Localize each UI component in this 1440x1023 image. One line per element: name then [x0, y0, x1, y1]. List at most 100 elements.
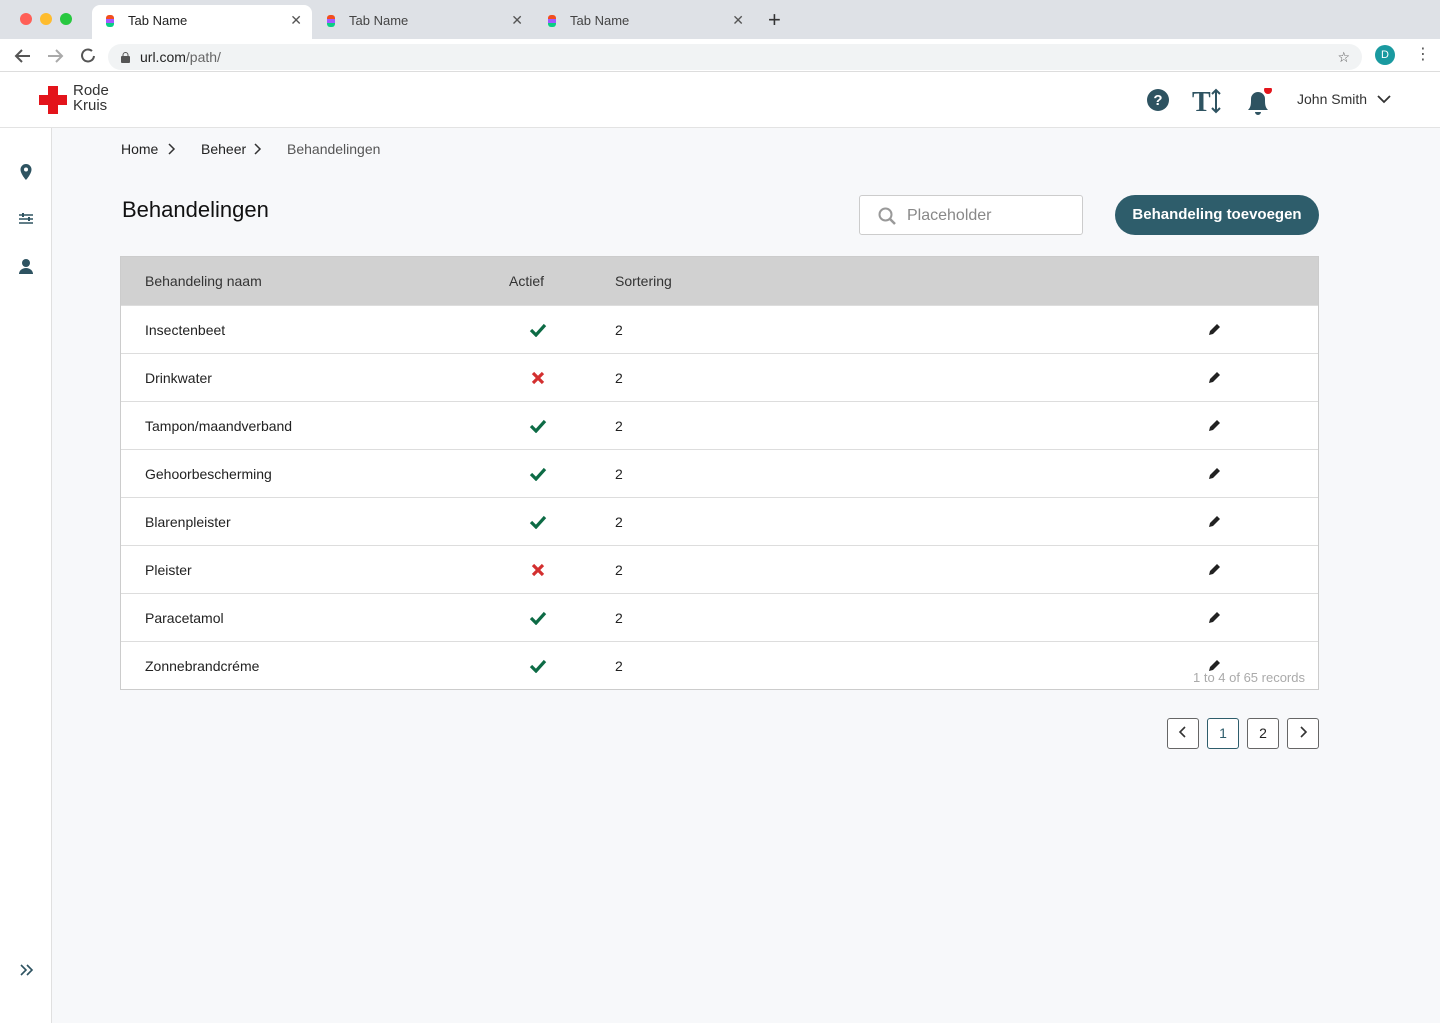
app-header: Rode Kruis ? T John Smith: [0, 72, 1440, 128]
search-placeholder: Placeholder: [907, 207, 992, 224]
records-info: 1 to 4 of 65 records: [1192, 670, 1305, 685]
tab-title: Tab Name: [570, 13, 630, 28]
minimize-window[interactable]: [40, 13, 52, 25]
sort-order: 2: [615, 370, 623, 386]
page-button[interactable]: 2: [1247, 718, 1279, 749]
sort-order: 2: [615, 466, 623, 482]
breadcrumb-current: Behandelingen: [287, 141, 381, 157]
breadcrumb[interactable]: Home: [121, 141, 159, 157]
treatment-name: Zonnebrandcréme: [145, 658, 260, 674]
table-row: Gehoorbescherming 2: [121, 449, 1318, 497]
treatment-name: Gehoorbescherming: [145, 466, 272, 482]
nav-buttons[interactable]: [12, 46, 102, 66]
sort-order: 2: [615, 658, 623, 674]
menu[interactable]: ⋮: [1415, 46, 1431, 63]
url-field[interactable]: url.com/path/ ☆: [108, 44, 1362, 70]
sort-order: 2: [615, 610, 623, 626]
treatment-name: Paracetamol: [145, 610, 224, 626]
maximize-window[interactable]: [60, 13, 72, 25]
browser-tab[interactable]: Tab Name ✕: [313, 5, 533, 39]
search-field[interactable]: Placeholder: [859, 195, 1083, 235]
edit-button[interactable]: [1207, 323, 1221, 340]
sort-order: 2: [615, 418, 623, 434]
treatment-name: Pleister: [145, 562, 192, 578]
treatment-name: Blarenpleister: [145, 514, 231, 530]
new-tab[interactable]: +: [768, 7, 781, 32]
edit-button[interactable]: [1207, 371, 1221, 388]
edit-button[interactable]: [1207, 563, 1221, 580]
table-row: Blarenpleister 2: [121, 497, 1318, 545]
table-row: Pleister 2: [121, 545, 1318, 593]
tab-title: Tab Name: [349, 13, 409, 28]
close-window[interactable]: [20, 13, 32, 25]
column-header: Actief: [509, 273, 545, 289]
edit-button[interactable]: [1207, 611, 1221, 628]
profile-avatar[interactable]: D: [1375, 45, 1395, 65]
tab-favicon: [106, 15, 114, 27]
breadcrumb[interactable]: Beheer: [201, 141, 247, 157]
table-row: Drinkwater 2: [121, 353, 1318, 401]
tab-favicon: [548, 15, 556, 27]
header-icons[interactable]: ? T: [1146, 88, 1276, 116]
breadcrumb-sep: [168, 143, 176, 155]
table-row: Insectenbeet 2: [121, 305, 1318, 353]
treatment-name: Insectenbeet: [145, 322, 226, 338]
tab-close[interactable]: ✕: [732, 12, 744, 28]
bookmark[interactable]: ☆: [1337, 49, 1350, 65]
active-check: [529, 467, 547, 484]
browser-tab[interactable]: Tab Name ✕: [534, 5, 754, 39]
logo-line: Kruis: [73, 97, 108, 114]
table-header: Behandeling naam Actief Sortering: [121, 257, 1318, 305]
next-page[interactable]: [1287, 718, 1319, 749]
inactive-cross: [531, 371, 545, 388]
search-icon: [878, 207, 896, 225]
url-path: /path/: [185, 49, 221, 65]
address-bar: url.com/path/ ☆ D ⋮: [0, 39, 1440, 72]
edit-button[interactable]: [1207, 467, 1221, 484]
table: Behandeling naam Actief Sortering Insectenb…: [120, 256, 1319, 690]
logo-text: Rode Kruis: [73, 83, 109, 113]
active-check: [529, 515, 547, 532]
tab-close[interactable]: ✕: [511, 12, 523, 28]
table-row: Zonnebrandcréme 2: [121, 641, 1318, 689]
active-check: [529, 323, 547, 340]
column-header: Behandeling naam: [145, 273, 262, 289]
treatment-name: Tampon/maandverband: [145, 418, 293, 434]
column-header: Sortering: [615, 273, 672, 289]
active-check: [529, 419, 547, 436]
user-chevron[interactable]: [1377, 94, 1391, 104]
lock-icon: [121, 52, 130, 63]
svg-text:?: ?: [1153, 92, 1162, 109]
active-check: [529, 611, 547, 628]
treatment-name: Drinkwater: [145, 370, 212, 386]
sort-order: 2: [615, 514, 623, 530]
edit-button[interactable]: [1207, 515, 1221, 532]
edit-button[interactable]: [1207, 419, 1221, 436]
svg-text:T: T: [1192, 88, 1211, 116]
table-row: Paracetamol 2: [121, 593, 1318, 641]
expand-sidebar[interactable]: [20, 964, 34, 976]
table-row: Tampon/maandverband 2: [121, 401, 1318, 449]
tab-title: Tab Name: [128, 13, 188, 28]
sidebar-icons[interactable]: [18, 164, 34, 314]
breadcrumb-sep: [254, 143, 262, 155]
page-title: Behandelingen: [122, 197, 269, 222]
add-button[interactable]: Behandeling toevoegen: [1115, 195, 1319, 235]
sidebar: [0, 128, 52, 1023]
page-button[interactable]: 1: [1207, 718, 1239, 749]
logo-cross: [39, 86, 67, 114]
prev-page[interactable]: [1167, 718, 1199, 749]
browser-tab[interactable]: Tab Name ✕: [92, 5, 312, 39]
user-name[interactable]: John Smith: [1297, 91, 1368, 107]
edit-button[interactable]: [1207, 659, 1221, 676]
tab-close[interactable]: ✕: [290, 12, 302, 28]
url-host: url.com: [140, 49, 186, 65]
tab-bar: Tab Name ✕ Tab Name ✕ Tab Name ✕ +: [0, 0, 1440, 39]
sort-order: 2: [615, 562, 623, 578]
active-check: [529, 659, 547, 676]
logo-line: Rode: [73, 82, 109, 99]
inactive-cross: [531, 563, 545, 580]
sort-order: 2: [615, 322, 623, 338]
